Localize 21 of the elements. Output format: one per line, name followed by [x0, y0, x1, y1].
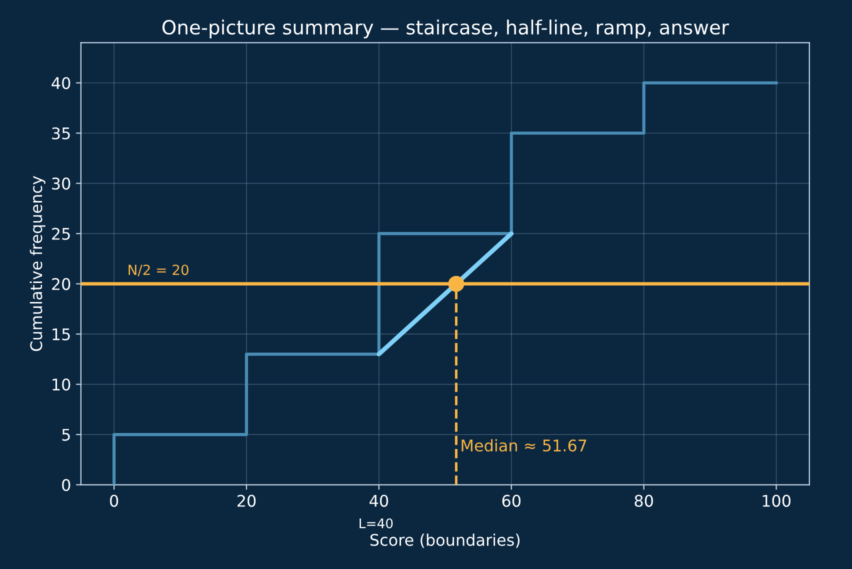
y-tick-label: 30: [52, 178, 70, 190]
y-tick-label: 25: [52, 228, 70, 240]
y-tick-label: 40: [52, 77, 70, 90]
x-axis-title: Score (boundaries): [370, 534, 520, 548]
text: L=40: [360, 518, 393, 528]
y-tick-label: 10: [52, 378, 70, 391]
ref-line-label: N/2 = 20: [128, 264, 188, 276]
x-tick-label: 100: [762, 494, 790, 507]
x-tick-label: 20: [238, 494, 256, 507]
y-tick-label: 35: [52, 127, 70, 140]
y-tick-label: 5: [62, 428, 70, 441]
x-tick-label: 0: [110, 494, 118, 507]
x-tick-label: 40: [370, 494, 388, 507]
x-tick-label: 80: [634, 494, 653, 507]
ref-line-label: Median ≈ 51.67: [462, 439, 586, 452]
y-tick-label: 20: [52, 278, 70, 290]
x-tick-label: 60: [502, 494, 520, 507]
y-tick-label: 0: [62, 479, 70, 492]
y-tick-label: 15: [52, 328, 70, 340]
chart-title: One-picture summary — staircase, half-line, ramp, answer: [162, 20, 729, 38]
y-axis-title: Cumulative frequency: [30, 176, 46, 352]
